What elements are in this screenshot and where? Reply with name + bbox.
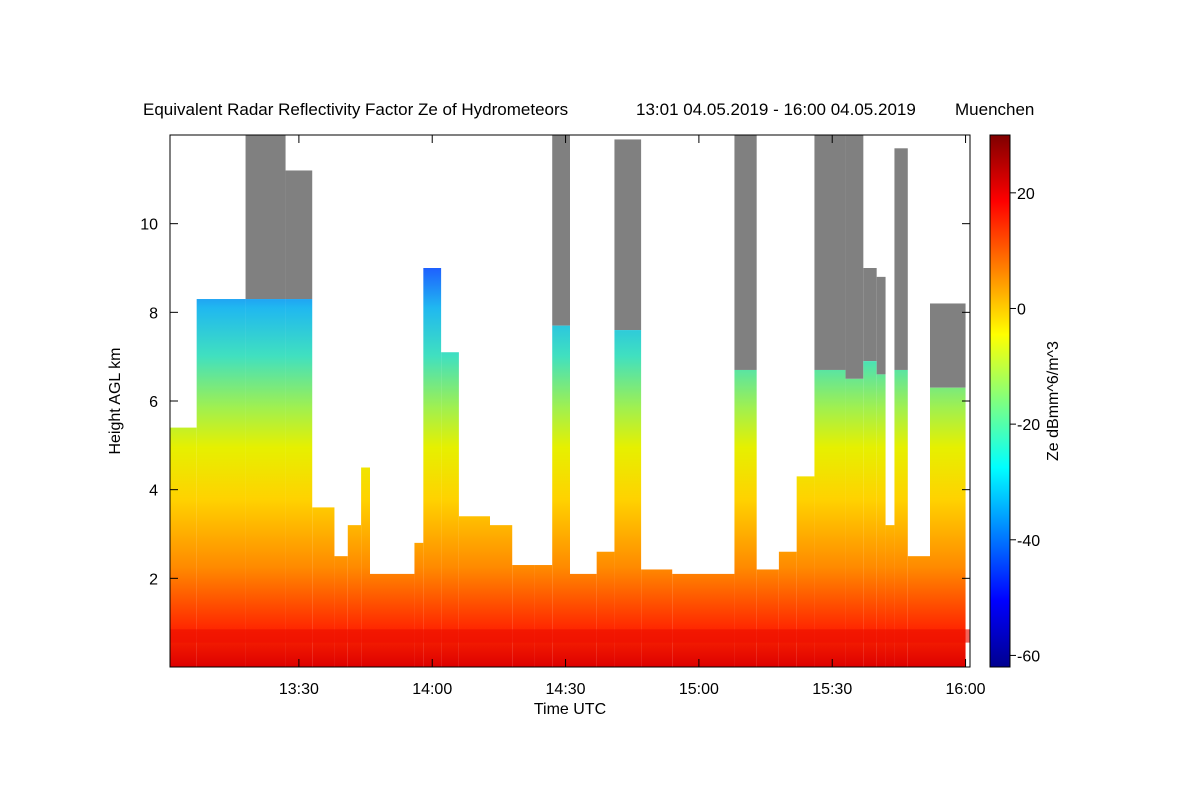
- reflectivity-column-18: [596, 551, 615, 667]
- reflectivity-column-3: [285, 299, 313, 667]
- reflectivity-column-16: [552, 325, 570, 667]
- y-axis: 2 4 6 8 10: [140, 217, 970, 588]
- reflectivity-column-27: [845, 378, 864, 667]
- reflectivity-column-28: [863, 361, 877, 667]
- missing-data-region: [245, 135, 286, 300]
- reflectivity-column-5: [334, 556, 348, 667]
- x-tick-label: 15:30: [812, 681, 852, 698]
- missing-data-region: [930, 303, 966, 388]
- reflectivity-column-24: [778, 551, 797, 667]
- x-tick-label: 15:00: [679, 681, 719, 698]
- chart-time-range: 13:01 04.05.2019 - 16:00 04.05.2019: [636, 100, 916, 119]
- chart-title: Equivalent Radar Reflectivity Factor Ze …: [143, 100, 568, 119]
- plot-area: [170, 135, 970, 667]
- x-axis: 13:30 14:00 14:30 15:00 15:30 16:00: [279, 135, 986, 698]
- missing-data-region: [863, 268, 877, 362]
- reflectivity-column-30: [885, 525, 895, 667]
- reflectivity-column-0: [170, 427, 197, 667]
- reflectivity-column-25: [796, 476, 815, 667]
- reflectivity-column-2: [245, 299, 286, 667]
- reflectivity-column-12: [458, 516, 490, 667]
- y-tick-label: 10: [140, 217, 158, 234]
- reflectivity-column-13: [490, 525, 513, 667]
- reflectivity-column-29: [876, 374, 886, 667]
- reflectivity-column-10: [423, 268, 442, 667]
- y-axis-label: Height AGL km: [107, 347, 124, 454]
- reflectivity-column-19: [614, 330, 642, 667]
- reflectivity-column-1: [196, 299, 246, 667]
- missing-data-region: [845, 135, 864, 379]
- missing-data-region: [552, 135, 570, 326]
- missing-data-region: [614, 139, 642, 331]
- reflectivity-column-31: [894, 369, 908, 667]
- reflectivity-column-9: [414, 542, 424, 667]
- colorbar-label: Ze dBmm^6/m^3: [1045, 341, 1062, 461]
- colorbar: [989, 134, 1011, 668]
- x-tick-label: 13:30: [279, 681, 319, 698]
- colorbar-tick-label: -40: [1017, 533, 1040, 550]
- x-axis-label: Time UTC: [534, 701, 606, 718]
- reflectivity-column-26: [814, 369, 846, 667]
- reflectivity-column-14: [512, 565, 535, 667]
- reflectivity-column-6: [347, 525, 362, 667]
- reflectivity-column-11: [441, 352, 459, 667]
- colorbar-axis: 20 0 -20 -40 -60: [1010, 186, 1040, 665]
- colorbar-tick-label: 0: [1017, 301, 1026, 318]
- reflectivity-column-23: [756, 569, 779, 667]
- colorbar-tick-label: -60: [1017, 648, 1040, 665]
- reflectivity-column-20: [641, 569, 673, 667]
- reflectivity-column-22: [734, 369, 757, 667]
- reflectivity-column-4: [312, 507, 335, 667]
- reflectivity-column-32: [907, 556, 930, 667]
- missing-data-region: [734, 135, 757, 370]
- y-tick-label: 2: [149, 571, 158, 588]
- colorbar-tick-label: -20: [1017, 417, 1040, 434]
- colorbar-tick-label: 20: [1017, 186, 1035, 203]
- reflectivity-column-15: [534, 565, 553, 667]
- x-tick-label: 14:30: [546, 681, 586, 698]
- y-tick-label: 4: [149, 483, 158, 500]
- missing-data-region: [876, 276, 886, 375]
- x-tick-label: 14:00: [412, 681, 452, 698]
- chart-location: Muenchen: [955, 100, 1034, 119]
- reflectivity-column-33: [930, 387, 966, 667]
- missing-data-region: [285, 170, 313, 300]
- reflectivity-column-21: [672, 573, 735, 667]
- reflectivity-column-8: [370, 573, 415, 667]
- missing-data-region: [894, 148, 908, 370]
- y-tick-label: 6: [149, 394, 158, 411]
- low-level-band: [170, 629, 970, 643]
- y-tick-label: 8: [149, 305, 158, 322]
- x-tick-label: 16:00: [946, 681, 986, 698]
- missing-data-region: [814, 135, 846, 370]
- reflectivity-column-17: [570, 573, 597, 667]
- reflectivity-column-7: [361, 467, 370, 667]
